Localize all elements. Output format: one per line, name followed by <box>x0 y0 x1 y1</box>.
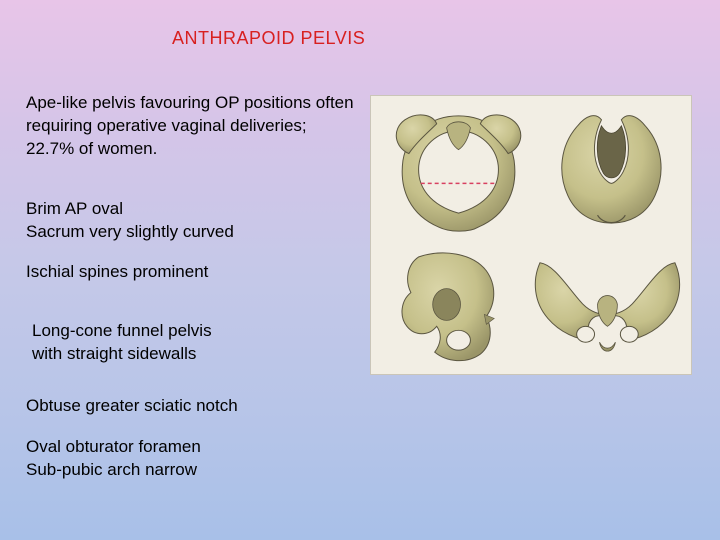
feature-block-5: Oval obturator foramen Sub-pubic arch na… <box>26 436 201 482</box>
feature-line: Brim AP oval <box>26 198 234 221</box>
feature-block-4: Obtuse greater sciatic notch <box>26 395 238 418</box>
feature-line: Sub-pubic arch narrow <box>26 459 201 482</box>
feature-line: Ischial spines prominent <box>26 261 208 284</box>
slide-title: ANTHRAPOID PELVIS <box>172 28 365 49</box>
pelvis-view-posterior <box>562 116 661 223</box>
feature-block-2: Ischial spines prominent <box>26 261 208 284</box>
feature-line: Oval obturator foramen <box>26 436 201 459</box>
feature-line: Sacrum very slightly curved <box>26 221 234 244</box>
pelvis-view-superior <box>396 115 521 231</box>
feature-block-1: Brim AP oval Sacrum very slightly curved <box>26 198 234 244</box>
feature-line: with straight sidewalls <box>32 343 212 366</box>
pelvis-diagram-svg <box>371 96 691 374</box>
feature-line: Obtuse greater sciatic notch <box>26 395 238 418</box>
intro-text: Ape-like pelvis favouring OP positions o… <box>26 92 356 161</box>
feature-line: Long-cone funnel pelvis <box>32 320 212 343</box>
pelvis-view-lateral <box>402 253 494 361</box>
feature-block-3: Long-cone funnel pelvis with straight si… <box>32 320 212 366</box>
pelvis-view-anterior <box>535 263 679 351</box>
pelvis-figure <box>370 95 692 375</box>
